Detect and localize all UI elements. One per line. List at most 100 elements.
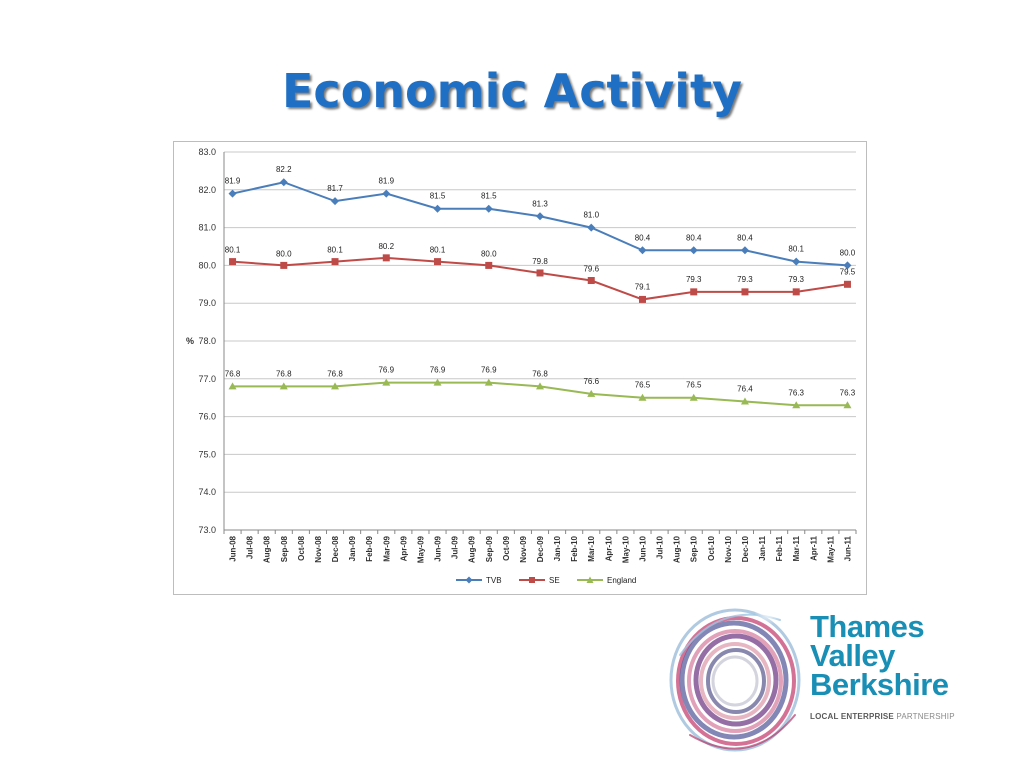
- data-point-tvb: [279, 178, 288, 187]
- line-chart: 73.0 74.0 75.0 76.0 77.0 78.0 79.0 80.0 81.0 82.0…: [173, 141, 867, 595]
- y-tick-label: 78.0: [198, 336, 216, 346]
- x-tick-label: Mar-09: [382, 535, 391, 561]
- data-point-tvb: [638, 246, 647, 255]
- data-label-england: 76.8: [327, 369, 343, 378]
- data-point-england: [331, 382, 340, 390]
- swirl-logo-icon: [669, 597, 801, 752]
- data-label-tvb: 80.1: [788, 245, 804, 254]
- data-label-se: 80.1: [327, 246, 343, 255]
- x-tick-label: Sep-09: [485, 535, 494, 562]
- data-label-se: 79.3: [788, 275, 804, 284]
- data-point-se: [536, 269, 544, 277]
- data-label-tvb: 81.9: [378, 177, 394, 186]
- data-point-tvb: [587, 223, 596, 232]
- data-label-se: 79.5: [840, 267, 856, 276]
- y-axis-label: %: [186, 336, 194, 346]
- data-label-england: 76.3: [788, 388, 804, 397]
- data-point-se: [690, 288, 698, 296]
- x-tick-label: Sep-08: [280, 535, 289, 562]
- data-point-se: [587, 277, 595, 285]
- data-point-tvb: [382, 189, 391, 198]
- data-point-tvb: [536, 212, 544, 221]
- series-line-tvb: [232, 181, 848, 267]
- legend-marker-england: [586, 576, 594, 583]
- data-point-tvb: [331, 197, 340, 206]
- x-tick-label: May-10: [621, 535, 630, 563]
- data-point-tvb: [843, 261, 852, 270]
- data-label-tvb: 80.0: [840, 248, 856, 257]
- data-point-england: [638, 393, 647, 401]
- chart-svg: 73.0 74.0 75.0 76.0 77.0 78.0 79.0 80.0 81.0 82.0…: [186, 147, 857, 585]
- y-tick-label: 79.0: [198, 298, 216, 308]
- legend-label-se: SE: [549, 576, 560, 585]
- data-point-se: [382, 254, 390, 262]
- data-point-england: [689, 393, 698, 401]
- data-label-se: 80.2: [378, 242, 394, 251]
- data-label-england: 76.5: [686, 381, 702, 390]
- y-tick-label: 76.0: [198, 412, 216, 422]
- data-point-england: [484, 378, 493, 386]
- data-label-england: 76.9: [378, 366, 394, 375]
- x-tick-label: Oct-10: [707, 535, 716, 560]
- logo-tagline: LOCAL ENTERPRISE PARTNERSHIP: [810, 712, 955, 721]
- x-tick-label: Mar-10: [587, 535, 596, 561]
- y-tick-label: 82.0: [198, 185, 216, 195]
- data-label-tvb: 82.2: [276, 165, 292, 174]
- y-tick-label: 73.0: [198, 525, 216, 535]
- x-tick-label: Aug-09: [468, 535, 477, 563]
- y-tick-label: 83.0: [198, 147, 216, 157]
- legend-label-england: England: [607, 576, 636, 585]
- data-point-england: [279, 382, 288, 390]
- x-tick-label: Sep-10: [690, 535, 699, 562]
- data-label-england: 76.8: [276, 369, 292, 378]
- x-tick-label: Jan-11: [758, 535, 767, 560]
- data-point-se: [792, 288, 800, 296]
- data-point-england: [536, 382, 544, 390]
- logo-line-3: Berkshire: [810, 667, 949, 702]
- y-tick-label: 81.0: [198, 223, 216, 233]
- data-label-tvb: 81.0: [583, 211, 599, 220]
- x-tick-label: Aug-10: [673, 535, 682, 563]
- x-tick-label: Dec-10: [741, 535, 750, 562]
- slide-title: Economic Activity: [282, 64, 742, 118]
- x-tick-label: Feb-11: [775, 535, 784, 561]
- legend-marker-se: [529, 577, 535, 583]
- data-label-se: 80.1: [430, 246, 446, 255]
- data-label-england: 76.9: [430, 366, 446, 375]
- data-label-england: 76.9: [481, 366, 497, 375]
- logo-line-1: Thames: [810, 609, 925, 644]
- data-label-tvb: 81.5: [481, 192, 497, 201]
- thames-valley-logo: [660, 595, 990, 765]
- x-tick-label: Mar-11: [792, 535, 801, 561]
- x-tick-label: May-09: [416, 535, 425, 563]
- y-tick-label: 74.0: [198, 487, 216, 497]
- legend-marker-tvb: [465, 576, 473, 584]
- data-label-england: 76.5: [635, 381, 651, 390]
- data-point-england: [228, 382, 237, 390]
- data-label-england: 76.3: [840, 388, 856, 397]
- data-label-england: 76.8: [225, 369, 241, 378]
- data-label-england: 76.8: [532, 369, 548, 378]
- data-label-tvb: 80.4: [635, 233, 651, 242]
- x-tick-label: Nov-09: [519, 535, 528, 562]
- y-tick-label: 75.0: [198, 449, 216, 459]
- data-label-se: 80.0: [276, 249, 292, 258]
- x-tick-label: Feb-10: [570, 535, 579, 561]
- data-point-england: [792, 401, 801, 409]
- data-point-tvb: [792, 257, 801, 266]
- x-tick-label: Jul-09: [451, 535, 460, 559]
- data-label-se: 79.8: [532, 257, 548, 266]
- data-point-england: [587, 389, 596, 397]
- x-tick-label: Feb-09: [365, 535, 374, 561]
- data-point-england: [843, 401, 852, 409]
- data-point-tvb: [740, 246, 749, 255]
- x-tick-label: Jan-10: [553, 535, 562, 561]
- data-label-tvb: 81.5: [430, 192, 446, 201]
- data-point-se: [843, 280, 851, 288]
- data-label-tvb: 81.3: [532, 199, 548, 208]
- data-point-se: [485, 261, 493, 269]
- x-tick-label: Dec-09: [536, 535, 545, 562]
- x-tick-label: Jul-08: [246, 535, 255, 559]
- x-tick-label: Jul-10: [656, 535, 665, 559]
- data-point-se: [280, 261, 288, 269]
